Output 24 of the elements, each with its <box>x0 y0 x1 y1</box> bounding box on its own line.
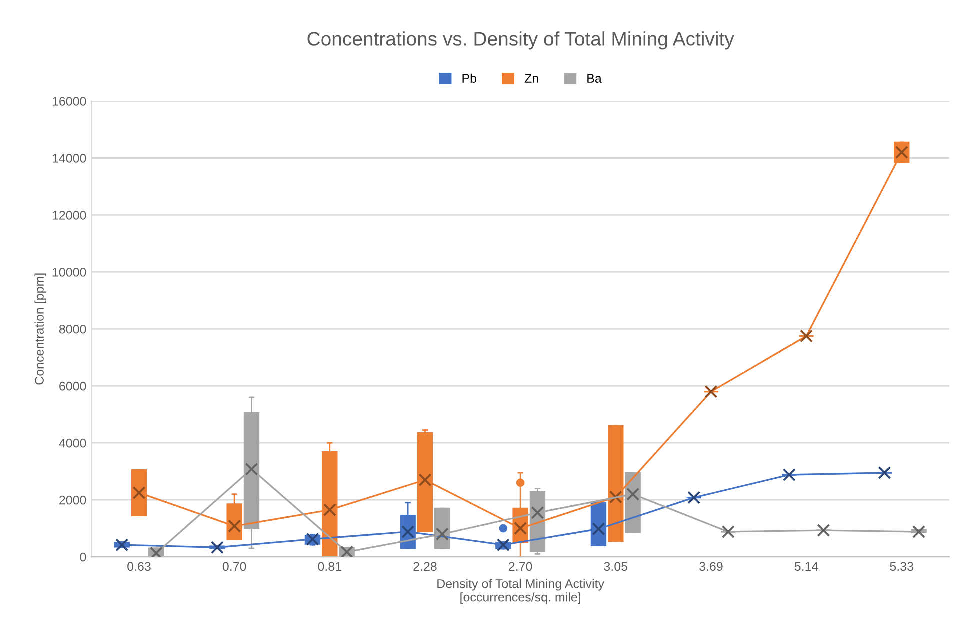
x-tick-label: 0.81 <box>318 562 342 572</box>
y-tick-label: 16000 <box>52 97 86 106</box>
y-tick-label: 14000 <box>52 154 86 163</box>
x-tick-label: 0.63 <box>128 562 151 572</box>
legend-label: Pb <box>462 74 476 83</box>
legend-label: Zn <box>524 74 538 83</box>
x-tick-label: 5.33 <box>890 562 914 572</box>
y-tick-label: 10000 <box>52 268 86 277</box>
y-tick-label: 4000 <box>59 438 86 448</box>
x-axis-title: Density of Total Mining Activity [occurrences/sq. mile] <box>438 579 604 604</box>
x-tick-label: 5.14 <box>794 562 818 572</box>
y-tick-label: 0 <box>80 552 86 562</box>
y-tick-label: 12000 <box>52 211 86 220</box>
x-tick-label: 2.28 <box>414 562 437 572</box>
x-tick-label: 2.70 <box>509 562 532 572</box>
y-tick-label: 6000 <box>60 382 86 391</box>
chart-title: Concentrations vs. Density of Total Mining Activity <box>308 32 734 50</box>
y-tick-label: 2000 <box>60 496 86 505</box>
x-tick-label: 0.70 <box>222 562 246 572</box>
x-tick-label: 3.05 <box>604 562 628 572</box>
x-tick-label: 3.69 <box>700 562 723 572</box>
y-tick-label: 8000 <box>59 324 86 334</box>
y-axis-title: Concentration [ppm] <box>34 274 46 385</box>
legend-label: Ba <box>588 74 602 83</box>
